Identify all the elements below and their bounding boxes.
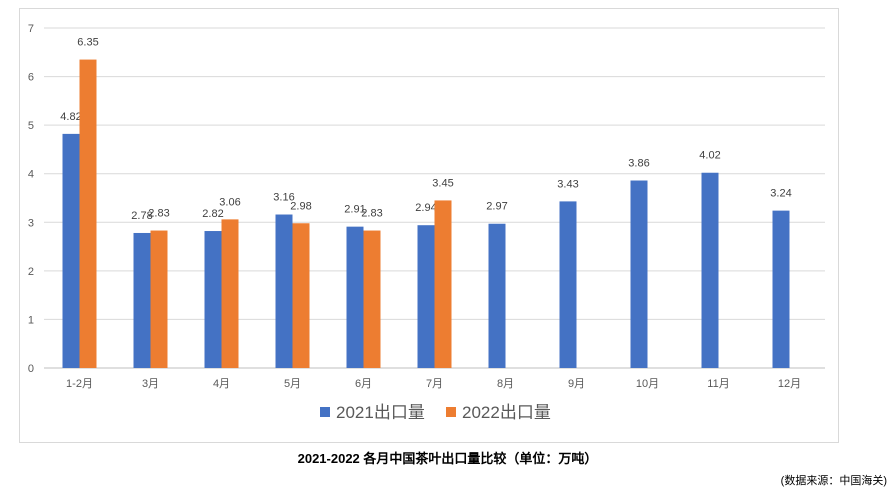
bar (292, 223, 310, 368)
data-label: 4.82 (60, 111, 81, 123)
data-label: 2.94 (415, 202, 436, 214)
y-tick-label: 5 (28, 120, 34, 132)
data-label: 3.24 (770, 188, 791, 200)
y-tick-label: 7 (28, 23, 34, 35)
data-label: 2.98 (290, 200, 311, 212)
data-label: 3.06 (219, 196, 240, 208)
x-tick-label: 1-2月 (66, 378, 93, 390)
x-tick-label: 3月 (142, 378, 159, 390)
data-label: 2.91 (344, 204, 365, 216)
x-tick-label: 10月 (636, 378, 659, 390)
data-label: 3.45 (432, 177, 453, 189)
bar (346, 226, 364, 368)
x-tick-label: 11月 (707, 378, 729, 390)
bar (62, 133, 80, 368)
legend-swatch (446, 407, 456, 417)
data-label: 2.83 (148, 208, 169, 220)
data-source-note: (数据来源：中国海关) (780, 475, 887, 487)
data-label: 6.35 (77, 37, 98, 49)
x-tick-label: 7月 (426, 378, 443, 390)
bar (559, 201, 577, 368)
bar (133, 232, 151, 368)
bar (275, 214, 293, 368)
x-tick-label: 5月 (284, 378, 301, 390)
data-label: 4.02 (699, 150, 720, 162)
data-label: 2.82 (202, 208, 223, 220)
y-tick-label: 2 (28, 266, 34, 278)
bar (363, 230, 381, 368)
y-tick-label: 6 (28, 72, 34, 84)
data-label: 3.86 (628, 158, 649, 170)
bar (204, 231, 222, 368)
x-tick-label: 8月 (497, 378, 514, 390)
y-tick-label: 3 (28, 217, 34, 229)
bar (701, 172, 719, 368)
bar (772, 210, 790, 368)
bar-chart: 012345671-2月4.826.353月2.782.834月2.823.06… (28, 23, 825, 422)
chart-caption: 2021-2022 各月中国茶叶出口量比较（单位：万吨） (297, 451, 598, 466)
bar (434, 200, 452, 368)
legend-entry: 2022出口量 (462, 403, 551, 422)
bar (488, 223, 506, 368)
legend-swatch (320, 407, 330, 417)
x-tick-label: 12月 (778, 378, 801, 390)
x-tick-label: 9月 (568, 378, 585, 390)
bar (79, 59, 97, 368)
data-label: 3.43 (557, 178, 578, 190)
y-tick-label: 0 (28, 363, 34, 375)
bar (150, 230, 168, 368)
y-tick-label: 4 (28, 169, 34, 181)
data-label: 2.97 (486, 201, 507, 213)
data-label: 2.83 (361, 208, 382, 220)
bar (417, 225, 435, 368)
bar (221, 219, 239, 368)
y-tick-label: 1 (28, 314, 34, 326)
legend-entry: 2021出口量 (336, 403, 425, 422)
bar (630, 180, 648, 368)
data-label: 2.78 (131, 210, 152, 222)
data-label: 3.16 (273, 192, 294, 204)
x-tick-label: 4月 (213, 378, 230, 390)
x-tick-label: 6月 (355, 378, 372, 390)
